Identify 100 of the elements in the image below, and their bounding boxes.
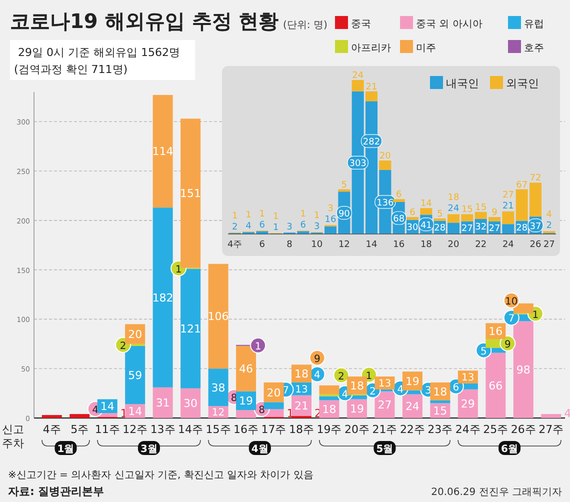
data-label: 9 [504, 339, 511, 350]
data-label: 30 [406, 223, 418, 234]
x-tick-label: 24주 [455, 423, 480, 436]
data-label: 7 [282, 386, 289, 397]
data-label: 6 [259, 220, 266, 231]
data-label: 1 [314, 211, 320, 222]
data-label: 4 [546, 210, 552, 220]
data-label: 3 [286, 222, 292, 233]
x-tick-label: 8 [286, 240, 293, 250]
legend-label: 미주 [416, 43, 436, 54]
data-label: 90 [338, 209, 350, 220]
legend-label: 중국 [351, 19, 371, 30]
data-label: 9 [314, 354, 320, 365]
data-label: 98 [516, 364, 530, 377]
x-tick-label: 18주 [289, 423, 314, 436]
legend-label: 호주 [524, 43, 544, 54]
data-label: 114 [152, 145, 174, 158]
data-label: 121 [180, 322, 202, 336]
x-tick-label: 19주 [316, 423, 342, 436]
data-label: 2 [338, 371, 344, 382]
data-label: 32 [475, 222, 487, 233]
x-tick-label: 5주 [70, 423, 89, 436]
chart-title: 코로나19 해외유입 추정 현황 [10, 9, 279, 33]
x-tick-label: 21주 [372, 423, 398, 436]
data-label: 5 [341, 180, 348, 190]
text: 5월 [376, 444, 394, 455]
text: 4월 [251, 444, 268, 455]
x-tick-label: 15주 [206, 423, 231, 436]
data-label: 20 [266, 386, 281, 400]
data-label: 14 [100, 400, 114, 414]
text: (검역과정 확인 711명) [14, 63, 128, 76]
data-label: 1 [366, 370, 372, 382]
data-label: 6 [452, 382, 460, 394]
data-label: 21 [502, 201, 514, 212]
x-tick-label: 27주 [538, 423, 564, 436]
data-label: 21 [294, 400, 308, 413]
data-label: 20 [379, 152, 392, 162]
x-tick-label: 12주 [122, 423, 148, 436]
data-label: 4 [92, 405, 99, 416]
x-tick-label: 14주 [178, 423, 204, 436]
data-label: 303 [349, 159, 366, 170]
x-tick-label: 23주 [428, 423, 453, 436]
data-label: 9 [492, 208, 498, 218]
data-label: 72 [530, 174, 542, 184]
data-label: 13 [378, 378, 392, 390]
data-label: 19 [405, 374, 420, 388]
data-label: 3 [328, 204, 334, 214]
x-tick-label: 18 [420, 240, 432, 250]
x-tick-label: 4주 [42, 423, 61, 436]
text: ※신고기간 = 의사환자 신고일자 기준, 확진신고 일자와 차이가 있음 [8, 470, 314, 481]
text: 6월 [501, 444, 518, 455]
data-label: 18 [350, 379, 364, 392]
data-label: 1 [272, 212, 279, 222]
data-label: 1 [175, 264, 182, 276]
data-label: 59 [128, 368, 142, 382]
data-label: 13 [295, 384, 308, 396]
text: 3월 [140, 444, 158, 455]
data-label: 18 [433, 385, 448, 398]
legend-label: 유럽 [524, 19, 544, 30]
data-label: 4 [314, 370, 320, 382]
data-label: 19 [350, 402, 364, 416]
data-label: 4 [246, 222, 252, 232]
data-label: 18 [294, 368, 308, 381]
data-label: 20 [128, 328, 142, 341]
data-label: 1 [232, 212, 238, 222]
data-label: 27 [461, 224, 473, 234]
data-label: 182 [152, 291, 174, 304]
x-tick-label: 10 [311, 240, 323, 250]
data-label: 24 [405, 400, 420, 414]
x-tick-label: 12 [338, 240, 350, 250]
data-label: 30 [184, 397, 198, 410]
legend-label: 중국 외 아시아 [416, 19, 482, 30]
data-label: 2 [370, 386, 376, 398]
data-label: 14 [128, 405, 142, 418]
data-label: 67 [516, 180, 528, 190]
x-tick-label: 25주 [483, 423, 508, 436]
text: 29일 0시 기준 해외유입 1562명 [18, 46, 180, 59]
data-label: 68 [393, 214, 405, 224]
legend-label: 외국인 [506, 77, 539, 90]
data-label: 15 [475, 202, 487, 213]
data-label: 1 [286, 407, 294, 420]
data-label: 28 [516, 224, 528, 234]
data-label: 2 [232, 222, 238, 233]
data-label: 19 [239, 394, 254, 408]
data-label: 106 [208, 310, 229, 324]
x-tick-label: 20 [448, 240, 460, 250]
x-tick-label: 13주 [150, 423, 176, 436]
x-tick-label: 20주 [344, 423, 370, 436]
data-label: 16 [488, 325, 503, 338]
x-tick-label: 11주 [94, 423, 120, 436]
data-label: 4 [342, 389, 348, 400]
text: 1월 [57, 444, 74, 455]
text: 20.06.29 전진우 그래픽기자 [431, 487, 562, 498]
x-tick-label: 17주 [261, 423, 286, 436]
x-axis-title: 신고 주차 [2, 423, 24, 450]
data-label: 8 [258, 405, 265, 416]
data-label: 37 [530, 222, 542, 232]
data-label: 18 [322, 403, 336, 416]
x-tick-label: 27 [543, 240, 555, 250]
data-label: 2 [546, 221, 552, 232]
